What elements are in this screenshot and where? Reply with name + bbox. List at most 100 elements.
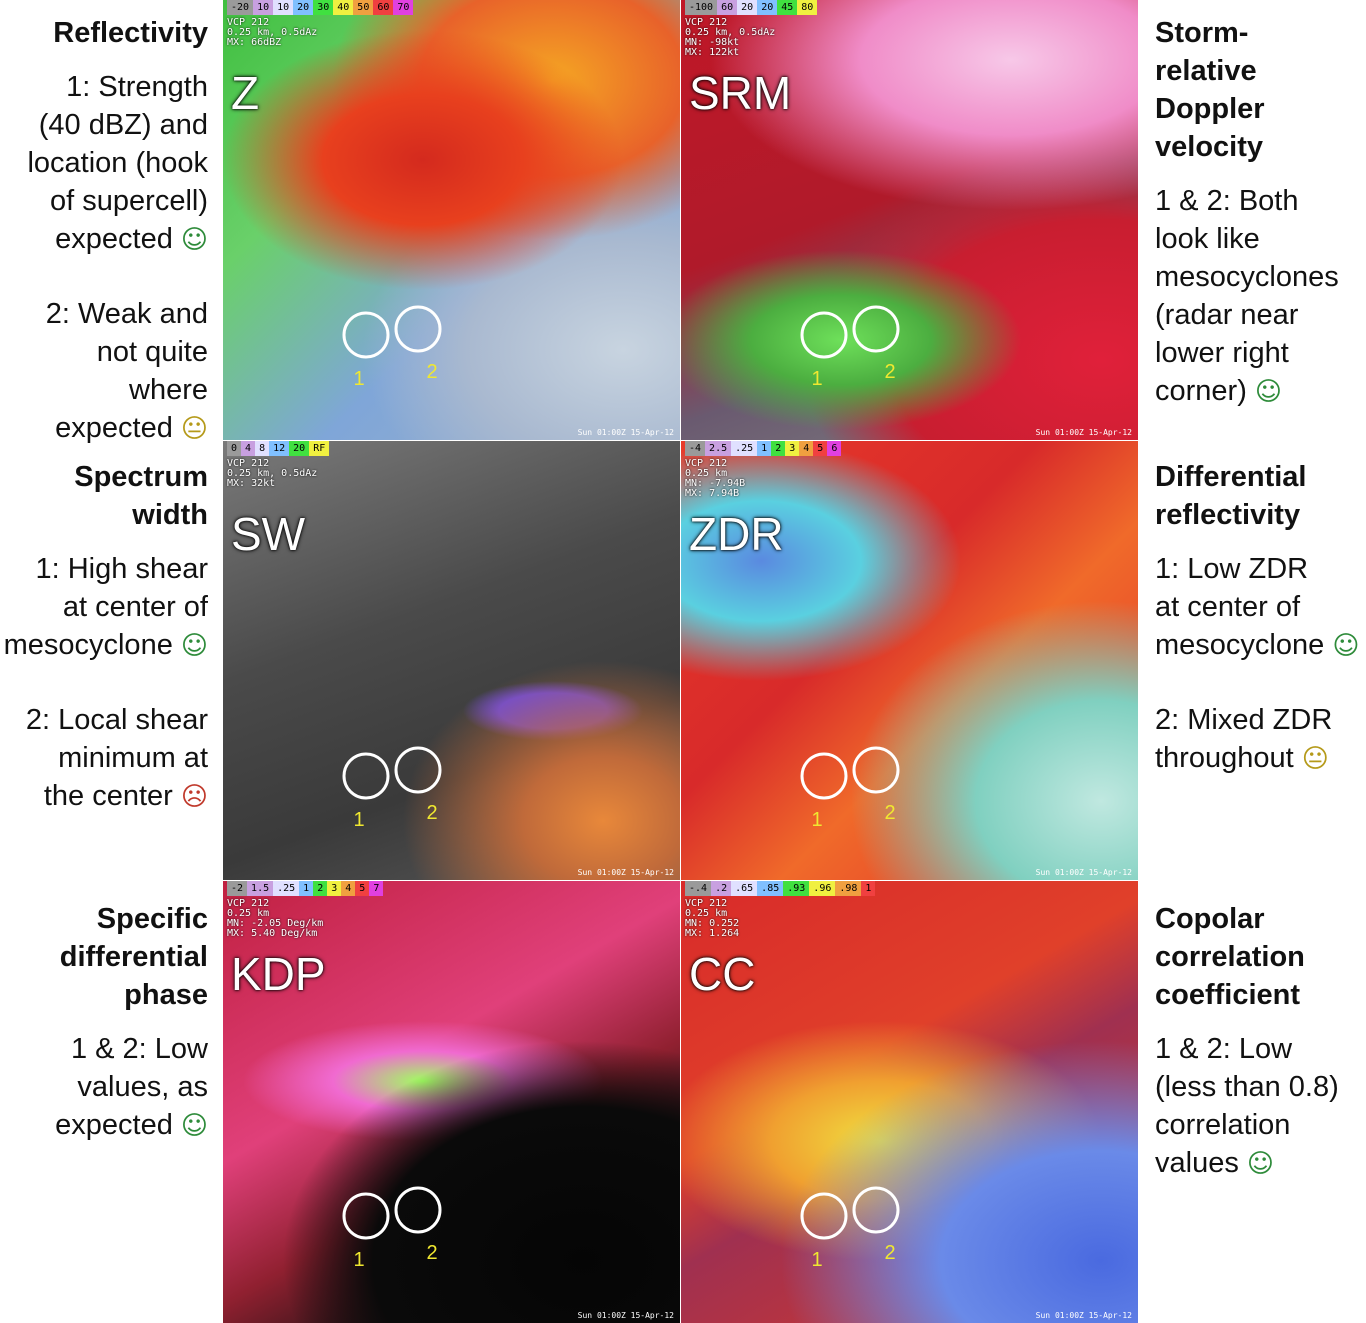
color-bar: -100 60 20 20 45 80 — [685, 0, 818, 15]
circle-label: 1 — [811, 809, 822, 831]
annotation-title: Specific differential phase — [0, 900, 208, 1014]
radar-info-line: VCP 212 — [227, 458, 270, 469]
color-bar-label: .25 — [273, 881, 300, 896]
color-bar-label: 60 — [373, 0, 394, 15]
color-bar-label: 3 — [327, 881, 342, 896]
note-text: where — [129, 374, 208, 406]
note-text: minimum at — [58, 742, 208, 774]
annotation: Copolar correlation coefficient 1 & 2: Low (… — [1155, 900, 1360, 1183]
circle-label: 1 — [811, 368, 822, 390]
color-bar-label: 2.5 — [705, 441, 732, 456]
title-line: Storm- — [1155, 17, 1249, 49]
note-line: 2: Weak and — [0, 295, 208, 333]
note-line: (less than 0.8) — [1155, 1068, 1360, 1106]
note-line: 2: Mixed ZDR — [1155, 701, 1360, 739]
color-bar-label: -2 — [227, 881, 248, 896]
title-line: relative — [1155, 55, 1257, 87]
note-text: 2: Local shear — [25, 704, 208, 736]
color-bar-label: .2 — [711, 881, 732, 896]
radar-info: VCP 212 0.25 km MN: -2.05 Deg/km MX: 5.40 D… — [227, 899, 323, 939]
color-bar-label: 5 — [355, 881, 370, 896]
circle-label: 2 — [884, 802, 895, 824]
color-bar-label: 5 — [813, 441, 828, 456]
face-icon: ☹ — [180, 782, 208, 812]
title-line: reflectivity — [1155, 499, 1301, 531]
note-text: expected — [55, 1109, 173, 1141]
note-line: where — [0, 371, 208, 409]
note-line: mesocyclones — [1155, 258, 1360, 296]
color-bar-label: 1 — [299, 881, 314, 896]
radar-info-line: VCP 212 — [227, 898, 270, 909]
title-line: Doppler — [1155, 93, 1265, 125]
radar-info-line: MN: -7.94B — [685, 478, 746, 489]
color-bar-label: 2 — [313, 881, 328, 896]
note-text: look like — [1155, 223, 1260, 255]
radar-info-line: MX: 5.40 Deg/km — [227, 928, 318, 939]
face-icon: ☺ — [1246, 1149, 1274, 1179]
timestamp: Sun 01:00Z 15-Apr-12 — [1035, 428, 1132, 437]
location-circle — [800, 311, 848, 359]
color-bar-label: 1.5 — [247, 881, 274, 896]
note-text: of supercell) — [50, 185, 208, 217]
color-bar-label: 8 — [255, 441, 270, 456]
note-text: 2: Mixed ZDR — [1155, 704, 1333, 736]
note-text: 1 & 2: Both — [1155, 185, 1299, 217]
color-bar-label: 50 — [353, 0, 374, 15]
timestamp: Sun 01:00Z 15-Apr-12 — [577, 868, 674, 877]
note-line: not quite — [0, 333, 208, 371]
timestamp: Sun 01:00Z 15-Apr-12 — [1035, 1311, 1132, 1320]
annotation-title: Storm-relative Doppler velocity — [1155, 14, 1360, 166]
radar-panel: -20 10 10 20 30 40 50 60 70 VCP 212 0.25 km, 0.5dA… — [223, 0, 680, 440]
radar-panel: 0 4 8 12 20 RF VCP 212 0.25 km, 0.5dAz MX: 32kt S… — [223, 441, 680, 880]
note-text: (radar near — [1155, 299, 1299, 331]
panel-label: ZDR — [689, 508, 784, 560]
note-line: the center ☹ — [0, 777, 208, 816]
location-circle — [342, 311, 390, 359]
radar-info-line: 0.25 km, 0.5dAz — [227, 468, 318, 479]
color-bar-label: -4 — [685, 441, 706, 456]
note-line: expected ☺ — [0, 220, 208, 259]
note-line: of supercell) — [0, 182, 208, 220]
note-text: the center — [43, 780, 173, 812]
title-line: coefficient — [1155, 979, 1301, 1011]
color-bar-label: -.4 — [685, 881, 712, 896]
note-line: 1: Strength — [0, 68, 208, 106]
radar-panel: -2 1.5.25 1 2 3 4 5 7 VCP 212 0.25 km MN: -2.05 De… — [223, 881, 680, 1323]
color-bar: -.4.2.65.85.93.96.98 1 — [685, 881, 876, 896]
note: 2: Mixed ZDR throughout 😐 — [1155, 701, 1360, 778]
location-circle — [342, 1192, 390, 1240]
color-bar-label: 2 — [771, 441, 786, 456]
note-line: values, as — [0, 1068, 208, 1106]
note-text: (40 dBZ) and — [38, 109, 208, 141]
note: 1 & 2: Low values, as expected ☺ — [0, 1030, 208, 1145]
color-bar-label: 20 — [737, 0, 758, 15]
color-bar-label: -100 — [685, 0, 718, 15]
panel-label: Z — [231, 67, 260, 119]
note-line: correlation — [1155, 1106, 1360, 1144]
color-bar-label: 45 — [777, 0, 798, 15]
title-line: Copolar — [1155, 903, 1265, 935]
color-bar-label: 20 — [293, 0, 314, 15]
note-text: 2: Weak and — [45, 298, 208, 330]
note-text: 1: Low ZDR — [1155, 553, 1309, 585]
annotation: Differential reflectivity 1: Low ZDR at cen… — [1155, 458, 1360, 778]
panel-label: CC — [689, 948, 756, 1000]
color-bar: -20 10 10 20 30 40 50 60 70 — [227, 0, 414, 15]
note-text: 1 & 2: Low — [70, 1033, 208, 1065]
color-bar-label: .85 — [757, 881, 784, 896]
note-line: throughout 😐 — [1155, 739, 1360, 778]
timestamp: Sun 01:00Z 15-Apr-12 — [577, 1311, 674, 1320]
color-bar-label: 60 — [717, 0, 738, 15]
circle-label: 1 — [811, 1249, 822, 1271]
location-circle — [852, 746, 900, 794]
note-text: (less than 0.8) — [1155, 1071, 1339, 1103]
annotation-title: Differential reflectivity — [1155, 458, 1360, 534]
radar-info-line: MX: 1.264 — [685, 928, 740, 939]
note-text: not quite — [96, 336, 208, 368]
note-text: at center of — [1155, 591, 1301, 623]
note-line: lower right — [1155, 334, 1360, 372]
annotation-title: Reflectivity — [0, 14, 208, 52]
title-line: Reflectivity — [53, 17, 208, 49]
color-bar-label: 7 — [369, 881, 384, 896]
radar-info-line: VCP 212 — [227, 17, 270, 28]
